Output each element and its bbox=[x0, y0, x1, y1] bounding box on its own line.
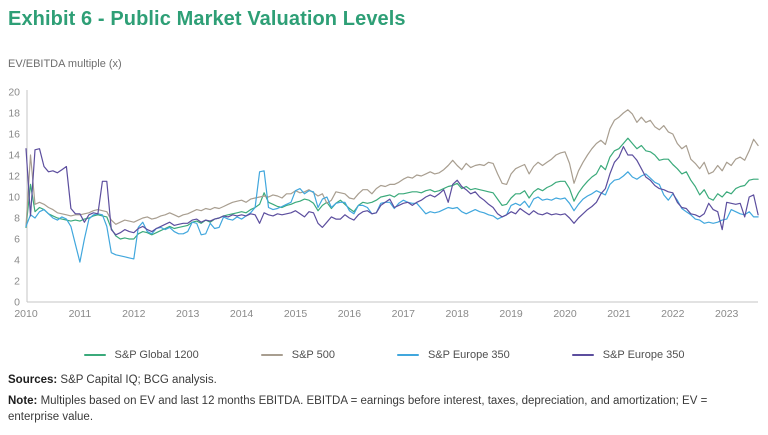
series-line-3 bbox=[25, 170, 759, 263]
x-axis-tick-label: 2018 bbox=[446, 308, 470, 320]
legend-swatch-icon bbox=[396, 354, 419, 356]
series-line-2 bbox=[25, 109, 759, 227]
legend-swatch-icon bbox=[260, 354, 283, 356]
x-axis-tick-label: 2014 bbox=[230, 308, 254, 320]
legend-item-1: S&P Global 1200 bbox=[83, 349, 199, 361]
y-axis-tick-label: 2 bbox=[14, 276, 20, 288]
legend-label: S&P Europe 350 bbox=[427, 349, 510, 361]
x-axis-tick-label: 2023 bbox=[715, 308, 739, 320]
y-axis-tick-label: 18 bbox=[8, 108, 20, 120]
series-line-1 bbox=[25, 137, 759, 240]
note-line: Note: Multiples based on EV and last 12 … bbox=[8, 394, 760, 425]
chart-area: 0 2 4 6 8 10 12 14 16 18 20 2010 2011 2012 2013 2014 201… bbox=[0, 82, 768, 320]
note-text: Multiples based on EV and last 12 months… bbox=[8, 395, 708, 423]
y-axis-tick-label: 4 bbox=[14, 255, 20, 267]
series-line-4 bbox=[25, 145, 759, 236]
x-axis-tick-label: 2010 bbox=[14, 308, 38, 320]
x-axis-tick-label: 2019 bbox=[499, 308, 523, 320]
legend-label: S&P 500 bbox=[291, 349, 335, 361]
y-axis-tick-label: 0 bbox=[14, 297, 20, 309]
x-axis-tick-label: 2012 bbox=[122, 308, 146, 320]
y-axis-tick-label: 16 bbox=[8, 129, 20, 141]
x-axis-tick-label: 2016 bbox=[338, 308, 362, 320]
y-axis-tick-label: 8 bbox=[14, 213, 20, 225]
legend-item-4: S&P Europe 350 bbox=[571, 349, 685, 361]
y-axis-tick-label: 10 bbox=[8, 192, 20, 204]
sources-label: Sources: bbox=[8, 374, 58, 386]
x-axis-tick-label: 2020 bbox=[553, 308, 577, 320]
y-axis-tick-label: 12 bbox=[8, 171, 20, 183]
legend: S&P Global 1200 S&P 500 S&P Europe 350 S&P … bbox=[0, 349, 768, 361]
x-axis-tick-label: 2017 bbox=[392, 308, 416, 320]
note-label: Note: bbox=[8, 395, 38, 407]
x-axis-tick-label: 2015 bbox=[284, 308, 308, 320]
legend-swatch-icon bbox=[83, 354, 106, 356]
legend-item-2: S&P 500 bbox=[260, 349, 335, 361]
sources-text: S&P Capital IQ; BCG analysis. bbox=[57, 374, 217, 386]
page-title: Exhibit 6 - Public Market Valuation Leve… bbox=[8, 8, 406, 30]
x-axis-tick-label: 2021 bbox=[607, 308, 631, 320]
legend-item-3: S&P Europe 350 bbox=[396, 349, 510, 361]
x-axis-tick-label: 2011 bbox=[69, 308, 92, 320]
x-axis-tick-label: 2022 bbox=[661, 308, 685, 320]
legend-label: S&P Global 1200 bbox=[114, 349, 199, 361]
legend-label: S&P Europe 350 bbox=[602, 349, 685, 361]
footer: Sources: S&P Capital IQ; BCG analysis. N… bbox=[8, 374, 760, 425]
legend-swatch-icon bbox=[571, 354, 594, 356]
line-chart: 0 2 4 6 8 10 12 14 16 18 20 2010 2011 2012 2013 2014 201… bbox=[8, 87, 759, 320]
y-axis-unit-label: EV/EBITDA multiple (x) bbox=[8, 58, 122, 70]
y-axis-tick-label: 6 bbox=[14, 234, 20, 246]
y-axis-tick-label: 20 bbox=[8, 87, 20, 99]
sources-line: Sources: S&P Capital IQ; BCG analysis. bbox=[8, 374, 760, 386]
x-axis-tick-label: 2013 bbox=[176, 308, 200, 320]
y-axis-tick-label: 14 bbox=[8, 150, 20, 162]
